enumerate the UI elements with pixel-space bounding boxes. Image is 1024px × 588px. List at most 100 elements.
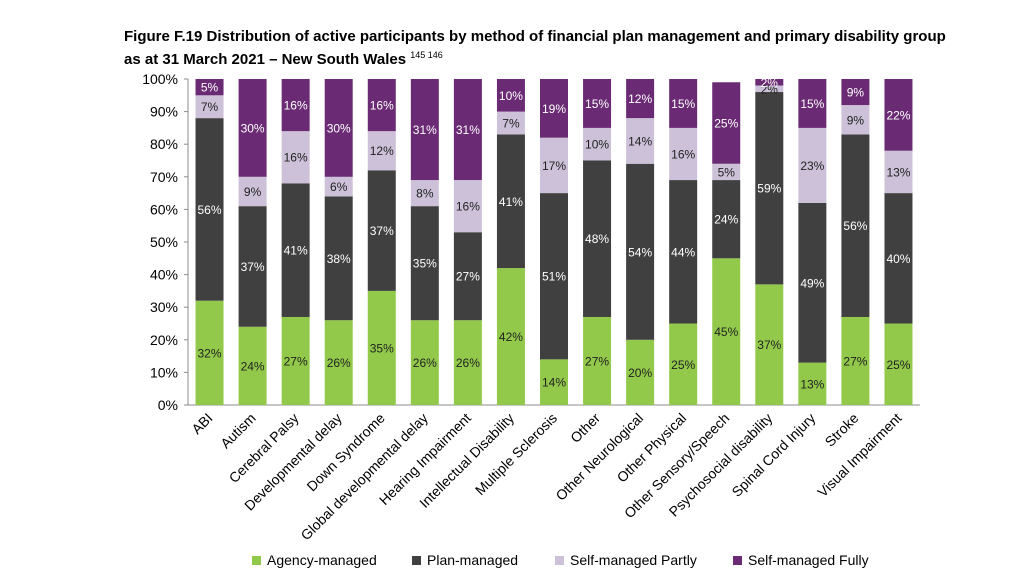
data-label: 51% <box>542 270 566 284</box>
bar-segment <box>540 193 568 360</box>
bar-segment <box>626 118 655 164</box>
bar-segment <box>410 206 439 321</box>
bar-segment <box>281 316 310 405</box>
bar-segment <box>195 118 224 301</box>
bar-segment <box>712 163 741 181</box>
bar-segment <box>453 320 482 405</box>
bar-segment <box>669 180 698 324</box>
data-label: 40% <box>886 252 910 266</box>
chart-legend: Agency-managed Plan-managed Self-managed P… <box>0 552 1024 572</box>
data-label: 54% <box>628 245 652 259</box>
category-label: Autism <box>217 410 259 452</box>
legend-swatch <box>555 555 564 565</box>
y-tick-label: 10% <box>150 364 178 380</box>
bar-segment <box>669 323 698 405</box>
footnote-refs: 145 146 <box>410 50 443 60</box>
bar-segment <box>324 320 353 405</box>
bar-segment <box>496 268 525 405</box>
data-label: 27% <box>456 270 480 284</box>
bar-segment <box>884 193 913 324</box>
bar-segment <box>453 232 482 321</box>
data-label: 16% <box>671 147 695 161</box>
bar-segment <box>367 79 396 132</box>
data-label: 35% <box>370 341 394 355</box>
y-tick-label: 20% <box>150 332 178 348</box>
bar-segment <box>281 131 310 184</box>
bar-segment <box>798 127 827 203</box>
legend-swatch <box>412 555 421 565</box>
bar-segment <box>540 137 568 194</box>
data-label: 37% <box>241 260 265 274</box>
data-label: 31% <box>413 123 437 137</box>
data-label: 41% <box>499 195 523 209</box>
legend-label: Self-managed Fully <box>748 552 869 568</box>
bar-segment <box>238 326 267 405</box>
data-label: 45% <box>714 325 738 339</box>
data-label: 15% <box>585 97 609 111</box>
bar-segment <box>410 79 439 181</box>
bar-segment <box>540 79 568 138</box>
data-label: 23% <box>800 159 824 173</box>
data-label: 37% <box>370 224 394 238</box>
data-label: 17% <box>542 159 566 173</box>
data-label: 13% <box>800 377 824 391</box>
bar-segment <box>798 79 827 128</box>
data-label: 25% <box>671 358 695 372</box>
bar-segment <box>669 79 698 128</box>
data-label: 10% <box>585 138 609 152</box>
data-label: 19% <box>542 102 566 116</box>
bar-segment <box>496 134 525 269</box>
bar-segment <box>367 170 396 291</box>
bar-segment <box>755 92 784 285</box>
bar-segment <box>884 323 913 405</box>
data-label: 27% <box>843 354 867 368</box>
bar-segment <box>841 105 870 135</box>
data-label: 20% <box>628 366 652 380</box>
data-label: 24% <box>714 213 738 227</box>
bar-segment <box>410 180 439 207</box>
data-label: 22% <box>886 108 910 122</box>
data-label: 42% <box>499 330 523 344</box>
data-label: 26% <box>456 356 480 370</box>
data-label: 56% <box>843 219 867 233</box>
y-tick-label: 0% <box>158 397 178 413</box>
y-tick-label: 30% <box>150 299 178 315</box>
bar-segment <box>324 196 353 321</box>
bar-segment <box>755 85 784 93</box>
data-label: 16% <box>284 151 308 165</box>
legend-label: Agency-managed <box>267 552 377 568</box>
category-label: ABI <box>188 410 215 437</box>
bar-segment <box>884 150 913 194</box>
data-label: 25% <box>886 358 910 372</box>
data-label: 31% <box>456 123 480 137</box>
y-tick-label: 50% <box>150 234 178 250</box>
category-label: Spinal Cord Injury <box>728 410 818 500</box>
data-label: 49% <box>800 276 824 290</box>
data-label: 15% <box>671 97 695 111</box>
bar-segment <box>712 180 741 259</box>
data-label: 2% <box>761 82 779 96</box>
data-label: 7% <box>502 117 520 131</box>
bar-segment <box>324 176 353 197</box>
bar-segment <box>755 79 784 86</box>
data-label: 7% <box>201 100 219 114</box>
stacked-bar-chart: 0% 10% 20% 30% 40% 50% 60% 70% 80% 90% 100% 32% 56% 7… <box>142 71 920 543</box>
bar-segment <box>583 79 612 128</box>
bar-segment <box>367 290 396 405</box>
data-label: 9% <box>244 185 262 199</box>
data-label: 59% <box>757 182 781 196</box>
data-label: 9% <box>847 113 865 127</box>
y-tick-label: 60% <box>150 201 178 217</box>
category-label: Multiple Sclerosis <box>472 410 560 498</box>
bar-segment <box>669 127 698 181</box>
data-label: 10% <box>499 89 523 103</box>
data-label: 30% <box>327 121 351 135</box>
y-tick-label: 40% <box>150 267 178 283</box>
bar-segment <box>626 163 655 340</box>
category-label: Stroke <box>822 410 862 450</box>
bar-segment <box>195 79 224 96</box>
data-label: 26% <box>413 356 437 370</box>
bar-segment <box>583 160 612 317</box>
bar-segment <box>238 176 267 207</box>
data-label: 12% <box>370 144 394 158</box>
